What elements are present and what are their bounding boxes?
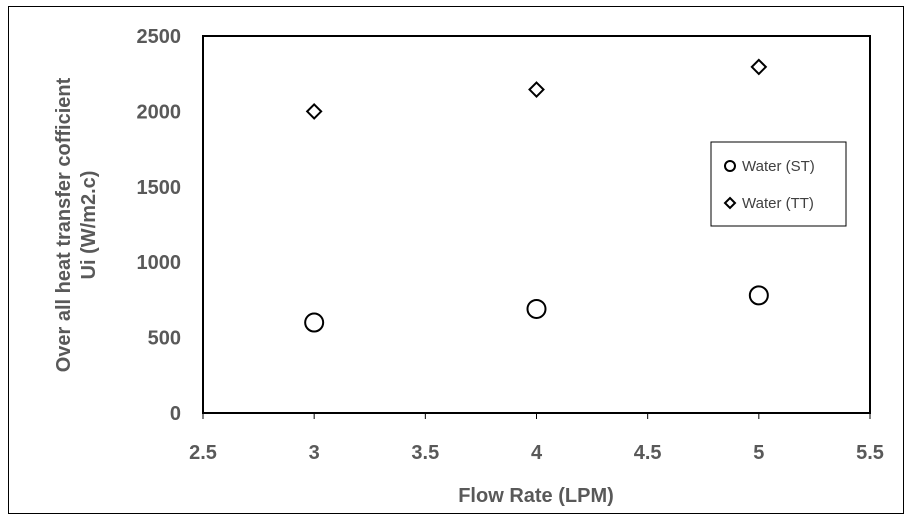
y-axis-ticks: 0 500 1000 1500 2000 2500 [137, 26, 182, 425]
x-tick-label: 4.5 [634, 442, 662, 464]
x-tick-label: 4 [531, 442, 543, 464]
x-tick-label: 2.5 [189, 442, 217, 464]
x-tick-label: 3 [309, 442, 320, 464]
legend-marker-water-st [724, 160, 736, 172]
y-tick-label: 1000 [137, 252, 182, 274]
x-tick-label: 3.5 [411, 442, 439, 464]
y-axis-title-line-2: Ui (W/m2.c) [78, 171, 100, 280]
y-tick-label: 2500 [137, 26, 182, 48]
legend-box [710, 141, 847, 227]
data-point-water-st [304, 312, 325, 333]
y-axis-title-line-1: Over all heat transfer cofficient [53, 77, 75, 372]
y-tick-label: 2000 [137, 101, 182, 123]
y-tick-label: 0 [170, 403, 181, 425]
data-point-water-tt [305, 102, 323, 120]
x-tick-label: 5 [753, 442, 764, 464]
legend-label-water-st: Water (ST) [742, 158, 815, 175]
legend-label-water-tt: Water (TT) [742, 195, 814, 212]
chart-frame [8, 6, 904, 514]
x-tick-label: 5.5 [856, 442, 884, 464]
y-tick-label: 500 [148, 328, 181, 350]
data-point-water-tt [750, 58, 768, 76]
y-tick-label: 1500 [137, 177, 182, 199]
data-point-water-st [526, 298, 547, 319]
data-point-water-st [748, 285, 769, 306]
x-axis-ticks: 2.5 3 3.5 4 4.5 5 5.5 [189, 413, 884, 464]
legend: Water (ST) Water (TT) [710, 141, 847, 227]
data-points [304, 58, 769, 333]
legend-marker-water-tt [723, 196, 737, 210]
data-point-water-tt [528, 81, 545, 98]
x-axis-title: Flow Rate (LPM) [458, 485, 614, 507]
